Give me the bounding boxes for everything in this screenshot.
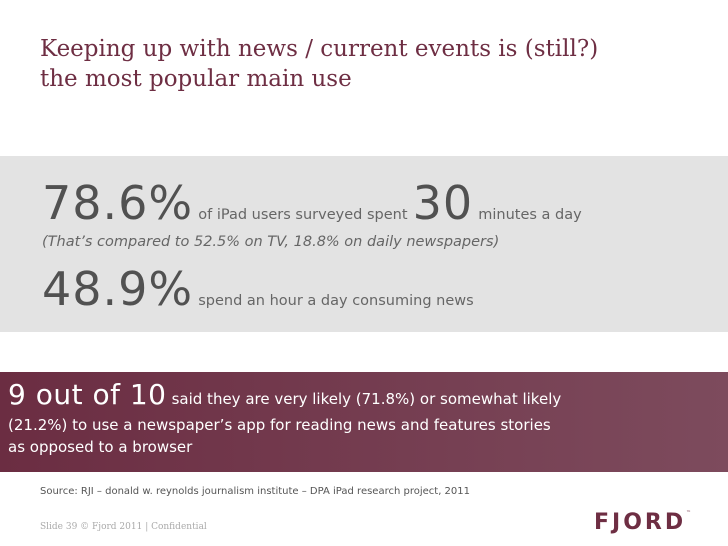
slide-title: Keeping up with news / current events is… (40, 34, 700, 94)
stat-ipad-percent: 78.6% (42, 176, 194, 230)
trademark-mark: ™ (686, 510, 692, 516)
fjord-logo-text: FJORD (594, 510, 687, 535)
highlight-band: 9 out of 10 said they are very likely (7… (0, 372, 728, 472)
fjord-logo: FJORD™ (594, 510, 691, 535)
highlight-value: 9 out of 10 (8, 378, 167, 411)
highlight-text3: as opposed to a browser (8, 438, 193, 456)
stat-minutes-value: 30 (412, 176, 474, 230)
slide-footer: Slide 39 © Fjord 2011 | Confidential (40, 522, 207, 532)
highlight-text1: said they are very likely (71.8%) or som… (171, 390, 562, 408)
stats-band (0, 156, 728, 332)
stat-minutes-unit: minutes a day (478, 207, 582, 223)
stat-hour-text: spend an hour a day consuming news (198, 293, 474, 309)
highlight-text2: (21.2%) to use a newspaper’s app for rea… (8, 416, 551, 434)
stat-row-hour: 48.9% spend an hour a day consuming news (42, 262, 474, 316)
stat-row-ipad-users: 78.6% of iPad users surveyed spent 30 mi… (42, 176, 582, 230)
slide-title-line2: the most popular main use (40, 66, 352, 92)
stat-comparison: (That’s compared to 52.5% on TV, 18.8% o… (42, 234, 500, 250)
slide-title-line1: Keeping up with news / current events is… (40, 36, 599, 62)
highlight-line1: 9 out of 10 said they are very likely (7… (8, 378, 561, 411)
source-citation: Source: RJI – donald w. reynolds journal… (40, 486, 470, 497)
stat-hour-percent: 48.9% (42, 262, 194, 316)
stat-ipad-text: of iPad users surveyed spent (198, 207, 408, 223)
